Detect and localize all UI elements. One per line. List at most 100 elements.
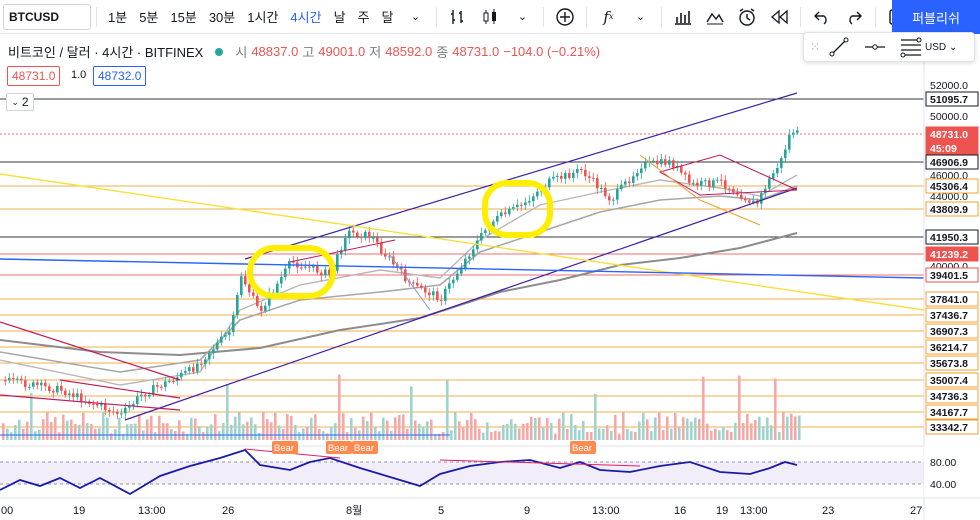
candle-body (380, 242, 383, 254)
volume-bar (678, 427, 681, 440)
horizontal-line-icon[interactable] (863, 35, 887, 59)
sell-price-button[interactable]: 48731.0 (7, 66, 61, 86)
replay-icon[interactable] (767, 5, 791, 29)
tf-1h[interactable]: 1시간 (247, 10, 279, 25)
publish-button[interactable]: 퍼블리쉬 (892, 0, 980, 34)
candle-body (560, 175, 563, 179)
buy-price-button[interactable]: 48732.0 (93, 66, 147, 86)
volume-bar (178, 420, 181, 440)
close-label: 종 (436, 45, 449, 60)
tf-1m[interactable]: 1분 (108, 10, 128, 25)
candle-body (352, 230, 355, 233)
candle-body (564, 173, 567, 179)
financials-icon[interactable] (671, 5, 695, 29)
volume-bar (466, 420, 469, 440)
time-tick-label: 13:00 (138, 505, 166, 517)
chart-pane[interactable]: Bear Bear Bear Bear 52000.0 50000.0 46000.0 440… (0, 34, 980, 520)
tf-month[interactable]: 달 (381, 10, 394, 25)
candle-body (152, 385, 155, 395)
candle-body (8, 378, 11, 381)
volume-bar (654, 417, 657, 440)
candle-body (688, 174, 691, 183)
trend-line-icon[interactable] (827, 35, 851, 59)
tf-week[interactable]: 주 (357, 10, 370, 25)
candle-body (788, 134, 791, 150)
candle-body (384, 253, 387, 257)
candle-body (528, 201, 531, 203)
price-level-badge (925, 91, 979, 107)
volume-bar (338, 374, 341, 440)
undo-icon[interactable] (810, 5, 834, 29)
candle-body (652, 160, 655, 162)
bar-style-icon[interactable] (446, 5, 470, 29)
volume-bar (182, 431, 185, 440)
tf-30m[interactable]: 30분 (208, 10, 236, 25)
volume-bar (758, 416, 761, 440)
candle-body (456, 273, 459, 280)
volume-bar (302, 428, 305, 440)
volume-bar (58, 432, 61, 440)
volume-bar (482, 432, 485, 440)
candle-body (576, 169, 579, 173)
alert-clock-icon[interactable] (735, 5, 759, 29)
volume-bar (498, 431, 501, 440)
volume-bar (78, 424, 81, 440)
candle-body (360, 236, 363, 238)
chevron-down-icon[interactable]: ⌄ (517, 11, 528, 23)
price-level-badge (925, 229, 979, 245)
candle-body (252, 292, 255, 296)
candle-body (444, 288, 447, 301)
volume-bar (350, 418, 353, 440)
price-level-label: 33342.7 (930, 422, 968, 434)
price-level-badge (925, 246, 979, 262)
price-chart[interactable]: Bear Bear Bear Bear52000.050000.046000.0440… (0, 34, 980, 520)
volume-bar (738, 375, 741, 440)
candle-body (244, 276, 247, 285)
fib-retracement-icon[interactable] (899, 35, 923, 59)
tf-5m[interactable]: 5분 (139, 10, 159, 25)
compare-add-icon[interactable] (553, 5, 577, 29)
time-tick-label: 9 (524, 505, 530, 517)
candle-body (388, 256, 391, 258)
change-value: −104.0 (−0.21%) (503, 44, 601, 59)
price-level-label: 51095.7 (930, 94, 968, 106)
time-tick-label: 19 (73, 505, 85, 517)
chevron-down-icon[interactable]: ⌄ (410, 11, 421, 23)
candle-body (140, 394, 143, 397)
tf-day[interactable]: 날 (333, 10, 346, 25)
volume-bar (306, 426, 309, 440)
volume-bar (634, 431, 637, 440)
volume-bar (330, 426, 333, 440)
symbol-search[interactable]: BTCUSD (3, 3, 91, 30)
tf-4h[interactable]: 4시간 (290, 10, 322, 25)
candle-style-icon[interactable] (478, 5, 502, 29)
redo-icon[interactable] (842, 5, 866, 29)
drag-handle-icon[interactable]: ⁙ (810, 40, 820, 54)
volume-bar (146, 419, 149, 440)
candle-body (92, 403, 95, 405)
rsi-tick-label: 80.00 (930, 457, 956, 469)
collapse-indicators-button[interactable]: ⌄ 2 (6, 93, 34, 111)
chevron-down-icon[interactable]: ⌄ (635, 11, 646, 23)
volume-bar (274, 412, 277, 440)
candle-body (284, 268, 287, 278)
candle-body (268, 293, 271, 306)
candle-body (416, 282, 419, 286)
candle-body (224, 334, 227, 337)
candle-body (124, 407, 127, 414)
separator (436, 6, 438, 27)
candle-body (120, 413, 123, 415)
volume-bar (54, 416, 57, 440)
symbol-title: 비트코인 / 달러 · 4시간 · BITFINEX (8, 45, 204, 60)
price-level-badge (925, 307, 979, 323)
candle-body (640, 168, 643, 174)
candle-body (536, 191, 539, 197)
candle-body (196, 363, 199, 372)
tf-15m[interactable]: 15분 (170, 10, 197, 25)
currency-selector[interactable]: USD ⌄ (925, 42, 958, 53)
volume-bar (626, 429, 629, 440)
templates-icon[interactable] (703, 5, 727, 29)
candle-body (368, 231, 371, 238)
candle-body (792, 132, 795, 135)
